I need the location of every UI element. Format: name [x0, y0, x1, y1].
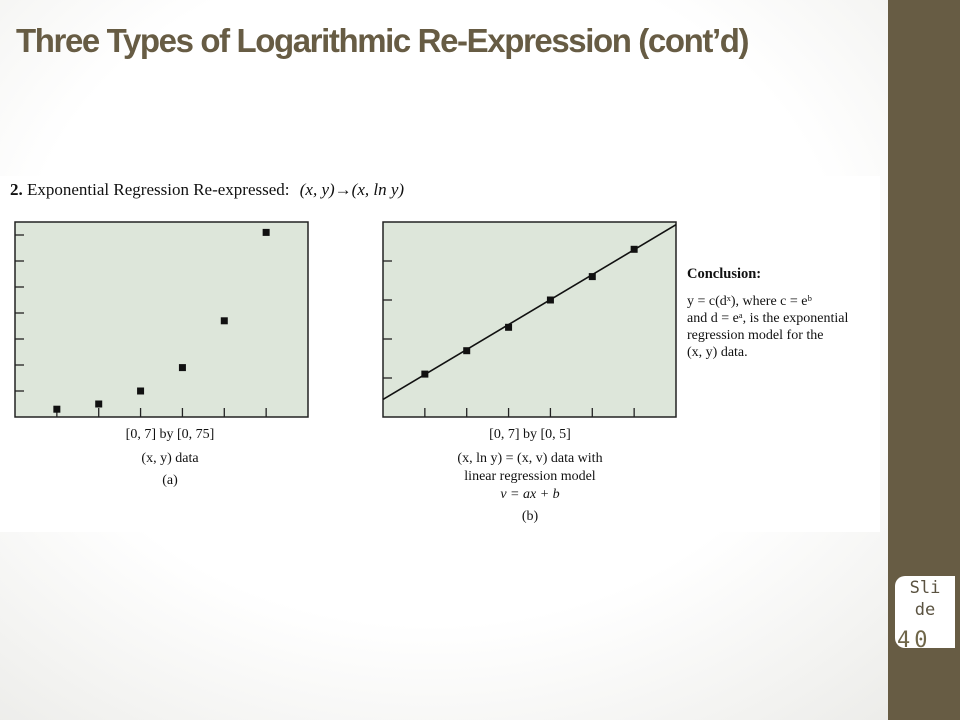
plot-b-regression-line [382, 224, 677, 401]
caption-b-equation: v = ax + b [500, 487, 560, 502]
caption-a-label: (a) [162, 473, 178, 488]
plot-b-point [421, 370, 429, 378]
slide-badge: Sli de [895, 576, 955, 648]
plot-a-frame [14, 221, 309, 418]
conclusion-line-4: (x, y) data. [687, 345, 748, 360]
figure-heading-number: 2. [10, 180, 23, 199]
plot-b-point [505, 323, 513, 331]
caption-b: [0, 7] by [0, 5] (x, ln y) = (x, v) data… [420, 426, 640, 526]
conclusion-line-1: y = c(dˣ), where c = eᵇ [687, 294, 812, 309]
figure-heading-transform: (x, y)→(x, ln y) [299, 180, 405, 199]
slide-title: Three Types of Logarithmic Re-Expression… [16, 22, 749, 59]
caption-b-window: [0, 7] by [0, 5] [489, 427, 571, 442]
plot-b-point [546, 296, 554, 304]
conclusion-line-2: and d = eᵃ, is the exponential [687, 311, 849, 326]
conclusion-line-3: regression model for the [687, 328, 824, 343]
figure-heading: 2. Exponential Regression Re-expressed: … [10, 180, 404, 200]
caption-b-model: linear regression model [464, 469, 596, 484]
figure-heading-text: Exponential Regression Re-expressed: [27, 180, 290, 199]
badge-line-2: de [914, 600, 936, 620]
plot-a-point [95, 400, 103, 408]
plot-a-point [53, 405, 61, 413]
plot-a-point [220, 317, 228, 325]
plot-a-point [262, 228, 270, 236]
badge-line-1: Sli [909, 578, 941, 598]
caption-a-desc: (x, y) data [141, 451, 199, 466]
plots-svg [14, 221, 677, 418]
caption-b-desc: (x, ln y) = (x, v) data with [457, 451, 603, 466]
plot-b-point [588, 273, 596, 281]
plot-a [14, 221, 309, 418]
plot-b-point [630, 245, 638, 253]
plot-a-point [137, 387, 145, 395]
plot-a-point [178, 364, 186, 372]
caption-a-window: [0, 7] by [0, 75] [125, 427, 215, 442]
caption-b-label: (b) [521, 509, 539, 524]
caption-a: [0, 7] by [0, 75] (x, y) data (a) [60, 426, 280, 490]
plot-b [382, 221, 677, 418]
plot-b-point [463, 347, 471, 355]
slide-number: 40 [897, 628, 932, 653]
conclusion-block: Conclusion: y = c(dˣ), where c = eᵇ and … [687, 266, 882, 361]
conclusion-heading: Conclusion: [687, 266, 762, 282]
